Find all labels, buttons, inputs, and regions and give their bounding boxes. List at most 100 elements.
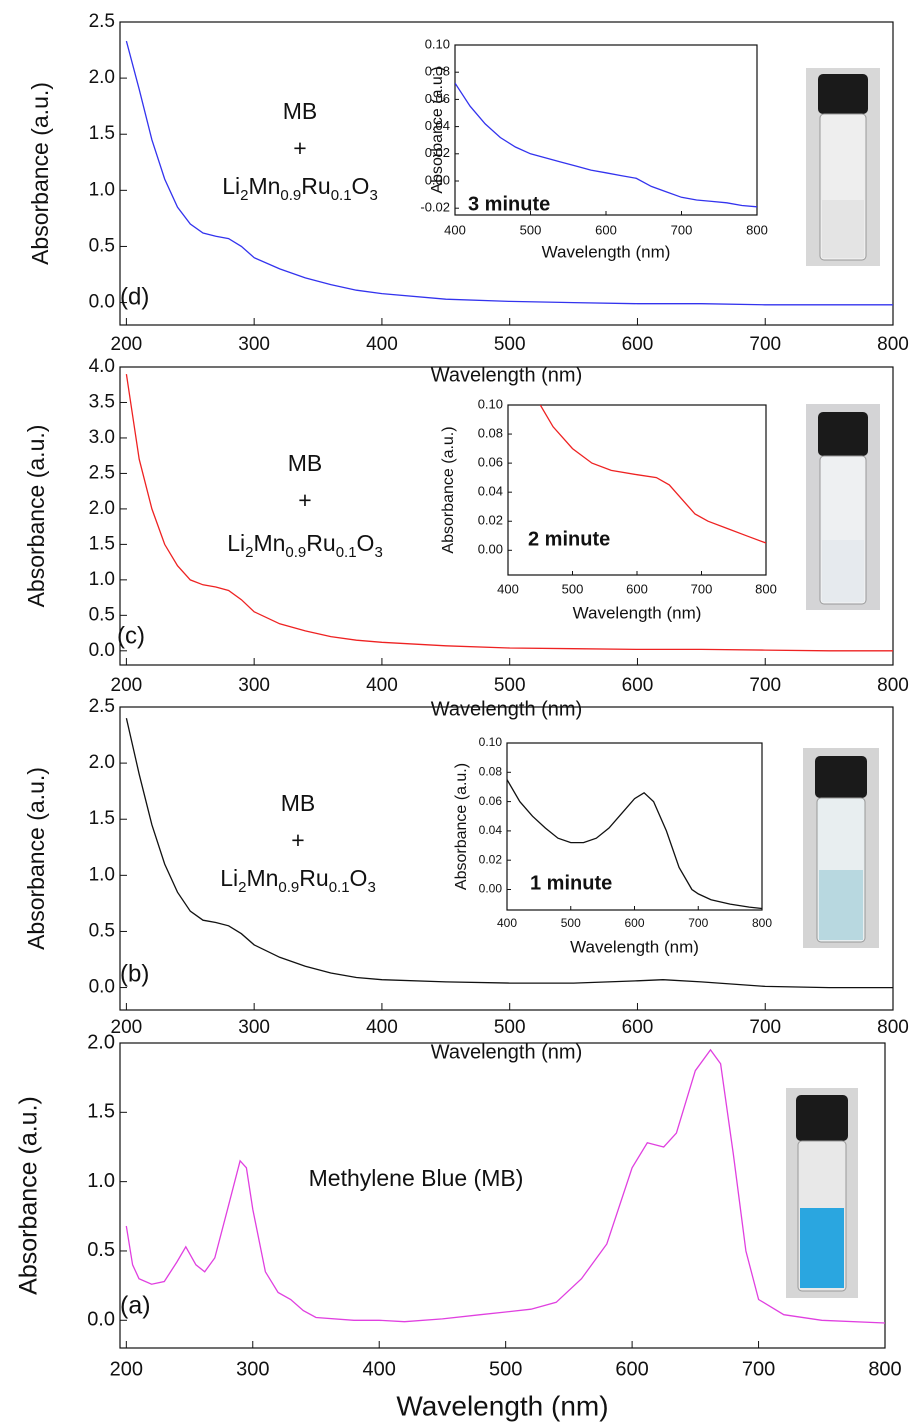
y-tick-label: 1.0 xyxy=(89,569,115,590)
y-tick-label: 0.00 xyxy=(425,172,450,187)
y-axis-label: Absorbance (a.u.) xyxy=(15,1096,43,1295)
x-tick-label: 600 xyxy=(624,916,644,930)
formula-element: Ru xyxy=(301,173,330,199)
data-line xyxy=(539,405,766,544)
y-tick-label: 0.5 xyxy=(89,920,115,941)
x-tick-label: 500 xyxy=(494,675,526,696)
formula-subscript: 0.9 xyxy=(278,879,299,896)
x-tick-label: 200 xyxy=(110,1358,143,1380)
y-tick-label: 3.0 xyxy=(89,427,115,448)
y-tick-label: 0.02 xyxy=(425,145,450,160)
x-tick-label: 700 xyxy=(688,916,708,930)
y-tick-label: 0.04 xyxy=(479,823,503,837)
x-tick-label: 700 xyxy=(749,675,781,696)
annotation: MB xyxy=(281,790,316,816)
panel: 400 500 600 700 800 -0.02 0.00 0.02 0.04 0.06 0.08… xyxy=(420,36,767,261)
x-tick-label: 700 xyxy=(691,581,713,596)
formula-element: Ru xyxy=(299,865,328,891)
x-tick-label: 500 xyxy=(489,1358,522,1380)
formula: Li2Mn0.9Ru0.1O3 xyxy=(222,173,378,204)
panel-label: (d) xyxy=(120,283,149,310)
x-tick-label: 200 xyxy=(111,675,143,696)
y-tick-label: 0.5 xyxy=(89,604,115,625)
x-axis-label: Wavelength (nm) xyxy=(542,242,671,261)
x-tick-label: 300 xyxy=(236,1358,269,1380)
formula-element: Ru xyxy=(306,530,335,556)
annotation: 1 minute xyxy=(530,872,612,894)
plot-frame xyxy=(119,21,894,326)
x-tick-label: 700 xyxy=(749,1017,781,1038)
formula: Li2Mn0.9Ru0.1O3 xyxy=(220,865,376,896)
panel: 200 300 400 500 600 700 800 0.0 0.5 1.0 1.5 2.0 2.5 3… xyxy=(23,356,909,720)
y-tick-label: -0.02 xyxy=(420,200,450,215)
y-tick-label: 1.0 xyxy=(87,1170,115,1192)
x-tick-label: 400 xyxy=(366,334,398,355)
formula-subscript: 3 xyxy=(367,879,375,896)
y-tick-label: 0.02 xyxy=(479,852,503,866)
x-tick-label: 800 xyxy=(746,222,768,237)
y-tick-label: 0.06 xyxy=(425,91,450,106)
y-tick-label: 0.10 xyxy=(478,396,503,411)
x-tick-label: 500 xyxy=(562,581,584,596)
x-tick-label: 700 xyxy=(749,334,781,355)
x-tick-label: 400 xyxy=(366,1017,398,1038)
y-tick-label: 0.08 xyxy=(478,425,503,440)
x-tick-label: 600 xyxy=(622,1017,654,1038)
annotation: 3 minute xyxy=(468,193,550,215)
y-axis-label: Absorbance (a.u.) xyxy=(27,82,53,265)
formula-subscript: 2 xyxy=(245,544,253,561)
annotation: + xyxy=(291,827,304,853)
y-tick-label: 0.0 xyxy=(89,292,115,313)
y-tick-label: 2.0 xyxy=(89,752,115,773)
panel: 400 500 600 700 800 0.00 0.02 0.04 0.06 0.08 0.10 W… xyxy=(440,396,777,622)
y-tick-label: 1.5 xyxy=(89,808,115,829)
y-tick-label: 0.10 xyxy=(425,36,450,51)
x-tick-label: 700 xyxy=(742,1358,775,1380)
y-tick-label: 0.08 xyxy=(479,764,503,778)
x-tick-label: 800 xyxy=(868,1358,901,1380)
panel: 200 300 400 500 600 700 800 0.0 0.5 1.0 1.5 2.0 2.5 W… xyxy=(27,11,909,386)
x-tick-label: 600 xyxy=(622,334,654,355)
x-axis-label: Wavelength (nm) xyxy=(396,1390,608,1421)
panel: 200 300 400 500 600 700 800 0.0 0.5 1.0 1.5 2.0 2.5 W… xyxy=(23,696,909,1063)
formula-subscript: 3 xyxy=(374,544,382,561)
y-axis-label: Absorbance (a.u.) xyxy=(429,66,446,193)
x-tick-label: 600 xyxy=(622,675,654,696)
y-tick-label: 0.08 xyxy=(425,64,450,79)
data-line xyxy=(507,779,762,910)
y-tick-label: 1.0 xyxy=(89,179,115,200)
vial-b xyxy=(803,748,879,948)
x-tick-label: 500 xyxy=(494,334,526,355)
x-tick-label: 300 xyxy=(238,1017,270,1038)
annotation: Methylene Blue (MB) xyxy=(309,1165,524,1191)
y-tick-label: 4.0 xyxy=(89,356,115,377)
y-tick-label: 0.00 xyxy=(478,542,503,557)
y-tick-label: 0.06 xyxy=(478,455,503,470)
y-tick-label: 0.10 xyxy=(479,735,503,749)
x-axis-label: Wavelength (nm) xyxy=(431,1041,583,1063)
x-tick-label: 300 xyxy=(238,675,270,696)
annotation: 2 minute xyxy=(528,528,610,550)
x-tick-label: 400 xyxy=(363,1358,396,1380)
plot-frame xyxy=(119,366,894,666)
formula-element: Mn xyxy=(253,530,285,556)
y-tick-label: 0.0 xyxy=(89,977,115,998)
x-tick-label: 400 xyxy=(497,581,519,596)
y-tick-label: 1.0 xyxy=(89,864,115,885)
data-line xyxy=(125,40,893,306)
x-axis-label: Wavelength (nm) xyxy=(431,698,583,720)
formula: Li2Mn0.9Ru0.1O3 xyxy=(227,530,383,561)
data-line xyxy=(125,718,893,989)
y-tick-label: 0.06 xyxy=(479,794,503,808)
y-axis-label: Absorbance (a.u.) xyxy=(23,767,49,950)
vial-c xyxy=(806,404,880,610)
formula-subscript: 0.1 xyxy=(329,879,350,896)
y-axis-label: Absorbance (a.u.) xyxy=(440,426,457,553)
panel-label: (a) xyxy=(120,1292,151,1320)
plot-frame xyxy=(454,44,758,216)
y-tick-label: 0.0 xyxy=(87,1309,115,1331)
y-tick-label: 0.02 xyxy=(478,513,503,528)
y-tick-label: 0.00 xyxy=(479,882,503,896)
plot-frame xyxy=(119,706,894,1011)
